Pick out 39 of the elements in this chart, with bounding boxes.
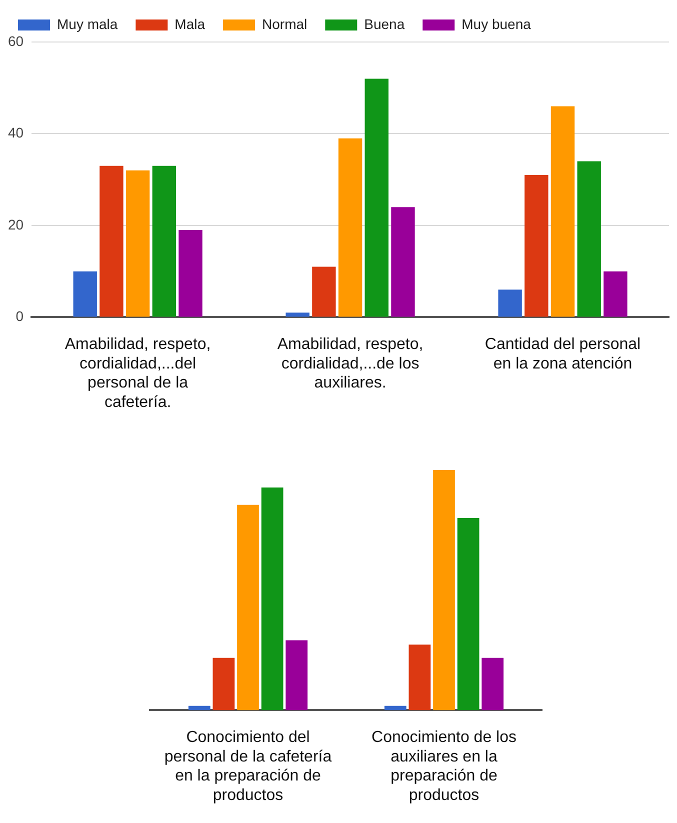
bar: [237, 504, 259, 710]
bar: [261, 488, 284, 710]
y-tick-label: 40: [8, 124, 24, 141]
bar: [550, 106, 575, 317]
legend-label: Mala: [174, 16, 206, 32]
y-tick-label: 20: [8, 216, 24, 232]
bar: [312, 266, 336, 317]
legend-label: Normal: [262, 16, 308, 32]
bar: [408, 644, 431, 710]
y-tick-label: 0: [16, 308, 24, 324]
legend-label: Muy mala: [57, 16, 118, 32]
bar: [126, 170, 150, 317]
bar: [391, 207, 415, 317]
bar: [433, 470, 455, 710]
bar: [178, 230, 202, 317]
bar: [100, 166, 124, 317]
legend-label: Buena: [364, 16, 405, 32]
bar: [338, 138, 362, 317]
bar: [604, 271, 628, 317]
bar: [212, 658, 235, 710]
bar: [524, 175, 548, 317]
bar: [286, 640, 308, 710]
bar: [577, 161, 601, 317]
y-tick-label: 60: [8, 32, 24, 49]
x-tick-label: Conocimiento del personal de la cafetería en la preparación de productos: [164, 729, 332, 804]
x-tick-label: Amabilidad, respeto, cordialidad,...de los auxiliares.: [277, 336, 424, 392]
legend-label: Muy buena: [462, 16, 532, 32]
bar: [152, 166, 176, 317]
bar: [188, 706, 210, 710]
x-tick-label: Amabilidad, respeto, cordialidad,...del personal de la cafetería.: [64, 336, 211, 411]
bar: [286, 312, 310, 317]
bar: [498, 290, 522, 317]
bar: [482, 658, 504, 710]
bar: [73, 271, 97, 317]
bar: [457, 518, 480, 710]
x-tick-label: Conocimiento de los auxiliares en la preparación de productos: [372, 729, 516, 804]
bar: [384, 706, 406, 710]
x-tick-label: Cantidad del personal en la zona atención: [484, 336, 641, 372]
bar: [364, 78, 388, 317]
